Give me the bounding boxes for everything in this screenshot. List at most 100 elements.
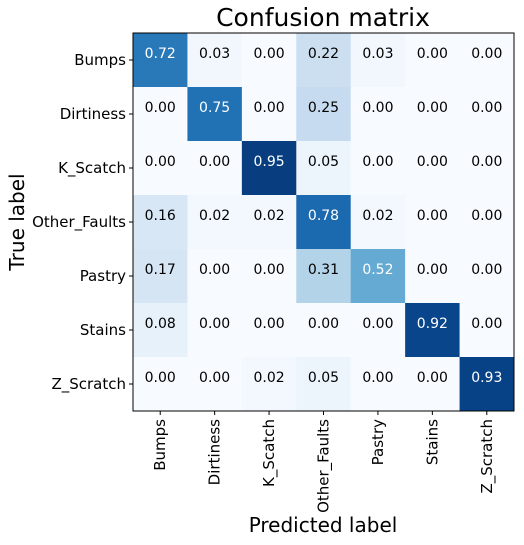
cell-value-label: 0.92 [417, 316, 448, 332]
cell-value-label: 0.03 [362, 46, 393, 62]
cell-value-label: 0.00 [417, 370, 448, 386]
y-tick-label: Pastry [80, 267, 126, 285]
cell-value-label: 0.00 [362, 154, 393, 170]
cell-value-label: 0.00 [471, 46, 502, 62]
cell-value-label: 0.00 [199, 316, 230, 332]
heatmap-cell [296, 87, 352, 142]
heatmap-cell [241, 141, 297, 196]
heatmap-cell [459, 141, 515, 196]
cell-value-label: 0.93 [471, 370, 502, 386]
cell-value-label: 0.00 [308, 316, 339, 332]
cell-value-label: 0.00 [145, 154, 176, 170]
cell-value-label: 0.25 [308, 100, 339, 116]
cell-value-label: 0.00 [145, 100, 176, 116]
heatmap-cell [296, 249, 352, 304]
heatmap-cell [241, 357, 297, 412]
cell-value-label: 0.00 [471, 262, 502, 278]
cell-value-label: 0.00 [253, 262, 284, 278]
y-axis-ticks: Bumps Dirtiness K_Scatch Other_Faults Pastry… [32, 51, 133, 394]
x-tick-label: Z_Scratch [478, 419, 497, 494]
heatmap-cell [405, 303, 461, 358]
heatmap-cell [187, 141, 243, 196]
heatmap-cell [459, 303, 515, 358]
cell-value-label: 0.95 [253, 154, 284, 170]
heatmap-cell [187, 195, 243, 250]
cell-value-label: 0.00 [253, 46, 284, 62]
cell-value-label: 0.02 [362, 208, 393, 224]
heatmap-cell [241, 303, 297, 358]
cell-value-label: 0.78 [308, 208, 339, 224]
heatmap-cell [405, 357, 461, 412]
cell-value-label: 0.05 [308, 154, 339, 170]
cell-value-labels: 0.72 0.03 0.00 0.22 0.03 0.00 0.00 0.00 0.75 0.00… [145, 46, 503, 386]
heatmap-cell [350, 357, 406, 412]
heatmap-cell [296, 303, 352, 358]
heatmap-cell [459, 249, 515, 304]
cell-value-label: 0.03 [199, 46, 230, 62]
heatmap-cell [187, 357, 243, 412]
cell-value-label: 0.00 [199, 370, 230, 386]
cell-value-label: 0.00 [145, 370, 176, 386]
y-tick-label: Z_Scratch [51, 375, 126, 394]
heatmap-cell [350, 195, 406, 250]
heatmap-cell [459, 195, 515, 250]
heatmap-cell [187, 33, 243, 88]
cell-value-label: 0.22 [308, 46, 339, 62]
cell-value-label: 0.00 [417, 46, 448, 62]
heatmap-cell [241, 249, 297, 304]
cell-value-label: 0.00 [417, 262, 448, 278]
heatmap-cell [241, 87, 297, 142]
x-axis-label: Predicted label [249, 513, 398, 537]
x-tick-label: Stains [423, 419, 441, 465]
x-tick-label: K_Scatch [260, 419, 279, 487]
y-tick-label: Stains [80, 321, 126, 339]
heatmap-cell [133, 249, 188, 304]
cell-value-label: 0.00 [253, 100, 284, 116]
heatmap-cell [133, 195, 188, 250]
heatmap-cell [296, 357, 352, 412]
x-tick-label: Dirtiness [206, 419, 224, 485]
heatmap-cell [350, 303, 406, 358]
heatmap-cell [241, 195, 297, 250]
heatmap-cell [133, 141, 188, 196]
heatmap-cell [187, 303, 243, 358]
cell-value-label: 0.16 [145, 208, 176, 224]
heatmap-cell [350, 33, 406, 88]
heatmap-cell [133, 357, 188, 412]
y-tick-label: K_Scatch [58, 159, 126, 178]
y-tick-label: Dirtiness [60, 105, 126, 123]
cell-value-label: 0.02 [253, 208, 284, 224]
y-axis-label: True label [5, 173, 29, 271]
cell-value-label: 0.00 [471, 208, 502, 224]
cell-value-label: 0.00 [362, 316, 393, 332]
heatmap-cell [405, 141, 461, 196]
heatmap-cell [405, 87, 461, 142]
cell-value-label: 0.00 [471, 154, 502, 170]
heatmap-cells [133, 33, 515, 412]
cell-value-label: 0.02 [253, 370, 284, 386]
x-tick-label: Pastry [369, 419, 387, 465]
heatmap-cell [405, 249, 461, 304]
cell-value-label: 0.02 [199, 208, 230, 224]
y-tick-label: Bumps [74, 51, 126, 69]
cell-value-label: 0.08 [145, 316, 176, 332]
heatmap-cell [350, 87, 406, 142]
heatmap-cell [405, 33, 461, 88]
heatmap-cell [350, 141, 406, 196]
cell-value-label: 0.00 [199, 154, 230, 170]
heatmap-cell [133, 303, 188, 358]
cell-value-label: 0.00 [471, 100, 502, 116]
x-tick-label: Bumps [151, 419, 169, 471]
cell-value-label: 0.00 [199, 262, 230, 278]
x-axis-ticks: Bumps Dirtiness K_Scatch Other_Faults Pastry… [151, 411, 497, 513]
cell-value-label: 0.00 [417, 154, 448, 170]
heatmap-cell [296, 141, 352, 196]
heatmap-cell [133, 87, 188, 142]
cell-value-label: 0.31 [308, 262, 339, 278]
y-tick-label: Other_Faults [32, 213, 126, 232]
heatmap-cell [296, 33, 352, 88]
cell-value-label: 0.00 [417, 208, 448, 224]
cell-value-label: 0.52 [362, 262, 393, 278]
cell-value-label: 0.00 [362, 100, 393, 116]
